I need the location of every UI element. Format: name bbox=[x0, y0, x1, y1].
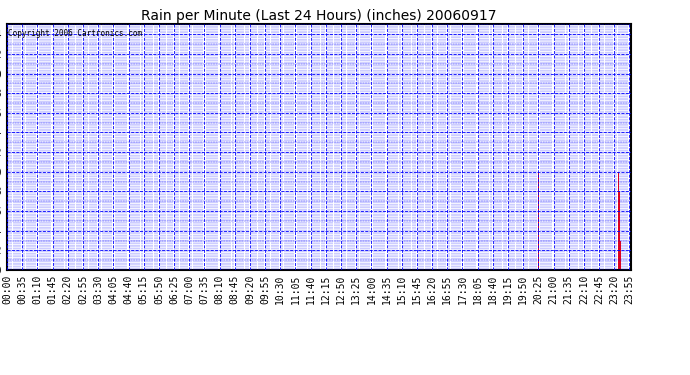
Text: Copyright 2006 Cartronics.com: Copyright 2006 Cartronics.com bbox=[8, 29, 142, 38]
Title: Rain per Minute (Last 24 Hours) (inches) 20060917: Rain per Minute (Last 24 Hours) (inches)… bbox=[141, 9, 497, 23]
